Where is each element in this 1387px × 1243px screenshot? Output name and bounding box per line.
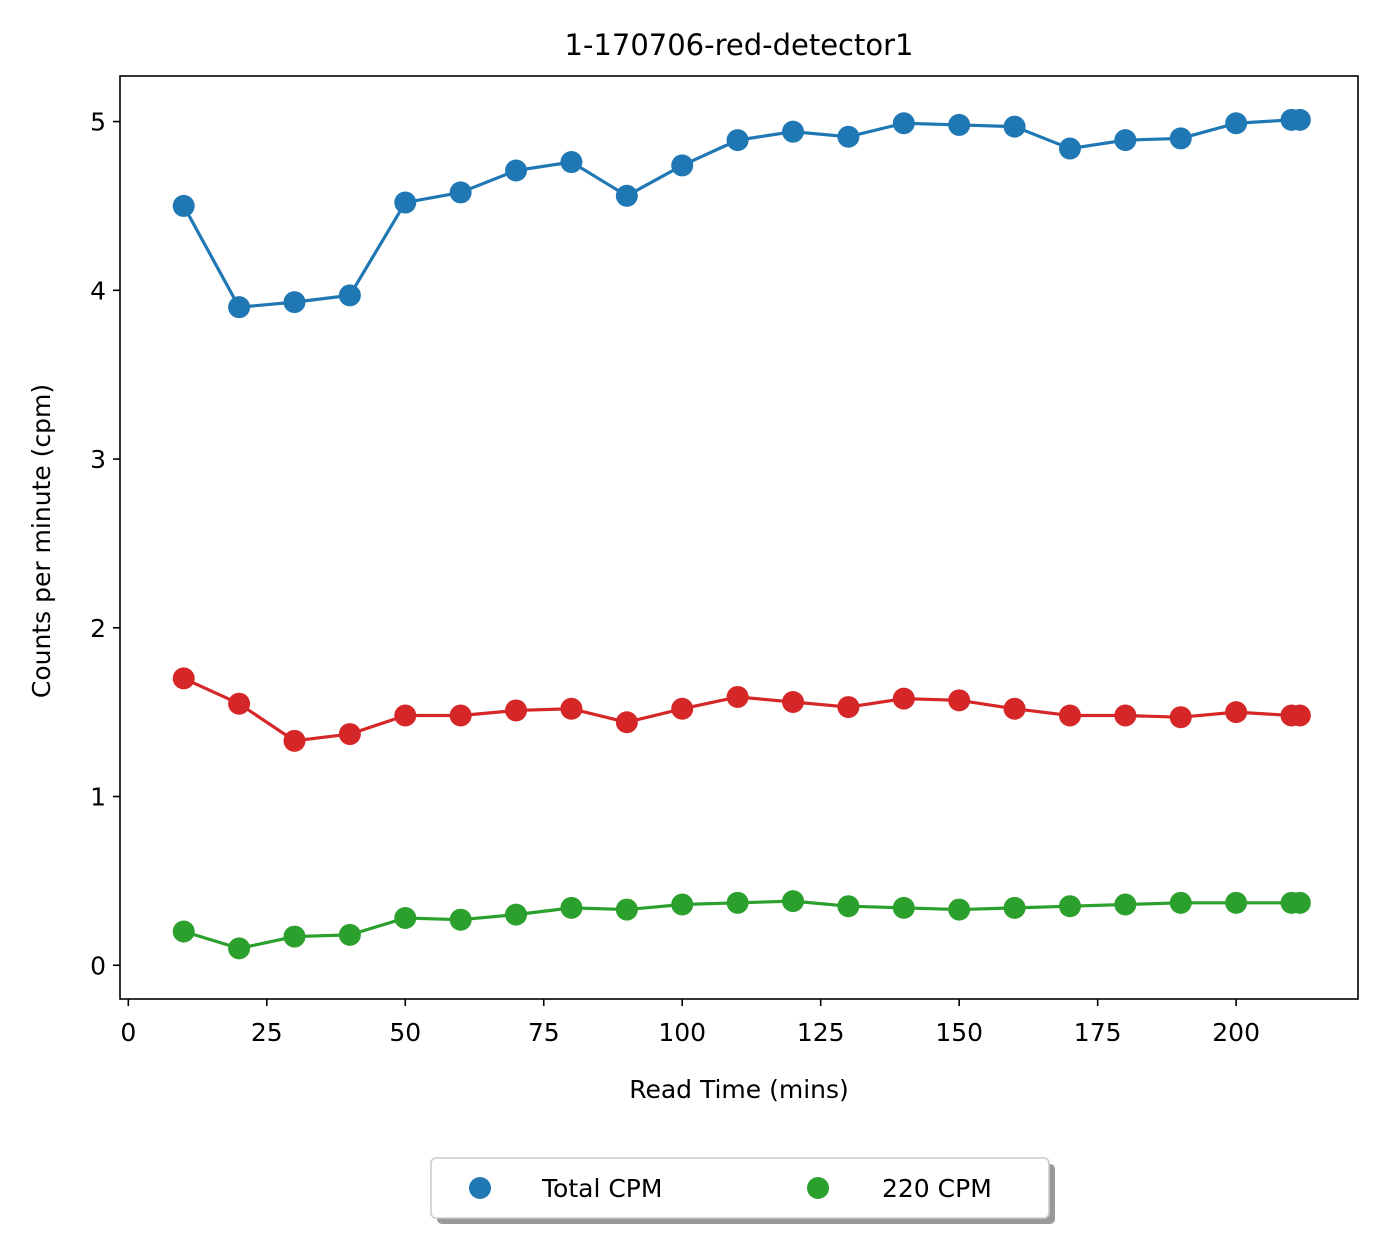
data-point — [948, 689, 971, 712]
plot-frame — [119, 75, 1359, 1000]
data-point — [505, 159, 528, 182]
data-point — [1169, 706, 1192, 729]
y-tick-label: 4 — [90, 276, 106, 305]
data-point — [615, 184, 638, 207]
data-point — [172, 667, 195, 690]
series-line — [183, 676, 1300, 743]
data-point — [1114, 704, 1137, 727]
data-point — [560, 697, 583, 720]
data-point — [449, 181, 472, 204]
data-point — [615, 898, 638, 921]
chart-title: 1-170706-red-detector1 — [565, 28, 914, 62]
x-axis: 0 25 50 75 100 125 150 175 200 — [120, 999, 1260, 1047]
data-point — [837, 895, 860, 918]
y-axis: 0 1 2 3 4 5 — [90, 108, 120, 980]
data-point — [172, 920, 195, 943]
data-point — [782, 120, 805, 143]
data-point — [283, 291, 306, 314]
data-point — [394, 704, 417, 727]
data-point — [172, 194, 195, 217]
data-point — [1003, 115, 1026, 138]
x-tick-label: 25 — [251, 1018, 283, 1047]
data-point — [671, 697, 694, 720]
data-point — [560, 896, 583, 919]
x-axis-title: Read Time (mins) — [629, 1075, 849, 1104]
data-point — [228, 296, 251, 319]
legend-marker-220-cpm — [807, 1177, 829, 1199]
y-tick-label: 0 — [90, 951, 106, 980]
data-point — [948, 898, 971, 921]
x-tick-label: 75 — [528, 1018, 560, 1047]
data-point — [671, 893, 694, 916]
data-point — [1288, 108, 1311, 131]
legend: Total CPM 220 CPM — [430, 1157, 1055, 1224]
series-line — [182, 118, 1300, 309]
data-point — [1288, 704, 1311, 727]
data-point — [837, 696, 860, 719]
data-point — [1003, 697, 1026, 720]
data-point — [338, 923, 361, 946]
data-point — [394, 907, 417, 930]
data-point — [1058, 704, 1081, 727]
data-point — [1169, 891, 1192, 914]
y-tick-label: 5 — [90, 108, 106, 137]
data-point — [228, 692, 251, 715]
y-tick-label: 3 — [90, 445, 106, 474]
x-tick-label: 175 — [1074, 1018, 1122, 1047]
data-point — [449, 908, 472, 931]
data-point — [1225, 891, 1248, 914]
data-point — [283, 925, 306, 948]
data-point — [560, 151, 583, 174]
x-tick-label: 0 — [120, 1018, 136, 1047]
legend-label-220-cpm: 220 CPM — [882, 1174, 992, 1203]
data-point — [1288, 891, 1311, 914]
y-axis-title: Counts per minute (cpm) — [27, 384, 56, 698]
x-tick-label: 50 — [389, 1018, 421, 1047]
series-group — [172, 108, 1311, 319]
legend-marker-total-cpm — [469, 1177, 491, 1199]
data-point — [338, 723, 361, 746]
data-point — [892, 112, 915, 135]
x-tick-label: 100 — [658, 1018, 706, 1047]
data-point — [1058, 137, 1081, 160]
data-point — [1225, 112, 1248, 135]
x-tick-label: 125 — [797, 1018, 845, 1047]
series-line — [183, 899, 1300, 950]
data-point — [726, 685, 749, 708]
x-tick-label: 200 — [1212, 1018, 1260, 1047]
data-point — [782, 890, 805, 913]
data-point — [283, 729, 306, 752]
legend-box — [430, 1157, 1050, 1219]
y-tick-label: 2 — [90, 614, 106, 643]
data-point — [726, 129, 749, 152]
data-point — [449, 704, 472, 727]
data-point — [228, 937, 251, 960]
data-point — [892, 896, 915, 919]
data-point — [338, 284, 361, 307]
series-layer — [172, 108, 1311, 960]
data-point — [1114, 129, 1137, 152]
data-point — [837, 125, 860, 148]
data-point — [1058, 895, 1081, 918]
data-point — [394, 191, 417, 214]
data-point — [782, 691, 805, 714]
data-point — [1169, 127, 1192, 150]
data-point — [1114, 893, 1137, 916]
data-point — [505, 699, 528, 722]
data-point — [892, 687, 915, 710]
data-point — [1225, 701, 1248, 724]
x-tick-label: 150 — [935, 1018, 983, 1047]
series-group — [172, 667, 1311, 752]
data-point — [1003, 896, 1026, 919]
series-group — [172, 890, 1311, 960]
data-point — [671, 154, 694, 177]
y-tick-label: 1 — [90, 783, 106, 812]
data-point — [726, 891, 749, 914]
data-point — [948, 113, 971, 136]
data-point — [615, 711, 638, 734]
data-point — [505, 903, 528, 926]
legend-label-total-cpm: Total CPM — [541, 1174, 662, 1203]
